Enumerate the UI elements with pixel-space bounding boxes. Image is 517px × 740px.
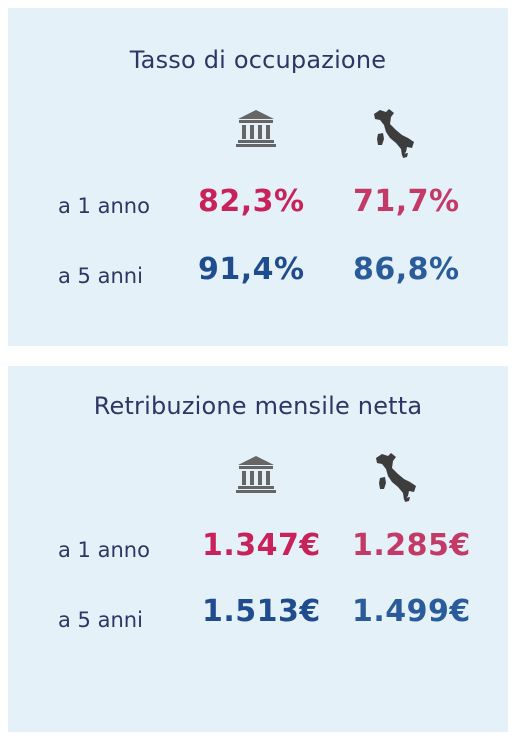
- employment-italy-1-year: 71,7%: [353, 184, 460, 219]
- employment-rate-card: Tasso di occupazione a 1 anno 82,3% 71,7…: [8, 8, 508, 346]
- employment-rate-title: Tasso di occupazione: [8, 46, 508, 74]
- university-building-icon: [236, 454, 276, 494]
- row-label-1-year: a 1 anno: [58, 538, 150, 562]
- net-salary-card: Retribuzione mensile netta a 1 anno 1.34…: [8, 366, 508, 732]
- salary-university-1-year: 1.347€: [202, 528, 321, 563]
- salary-italy-5-years: 1.499€: [352, 594, 471, 629]
- salary-university-5-years: 1.513€: [202, 594, 321, 629]
- net-salary-title: Retribuzione mensile netta: [8, 392, 508, 420]
- row-label-5-years: a 5 anni: [58, 608, 143, 632]
- row-label-1-year: a 1 anno: [58, 194, 150, 218]
- employment-university-5-years: 91,4%: [198, 252, 305, 287]
- italy-map-icon: [374, 452, 420, 502]
- employment-university-1-year: 82,3%: [198, 184, 305, 219]
- salary-italy-1-year: 1.285€: [352, 528, 471, 563]
- employment-italy-5-years: 86,8%: [353, 252, 460, 287]
- university-building-icon: [236, 108, 276, 148]
- row-label-5-years: a 5 anni: [58, 264, 143, 288]
- italy-map-icon: [372, 108, 418, 158]
